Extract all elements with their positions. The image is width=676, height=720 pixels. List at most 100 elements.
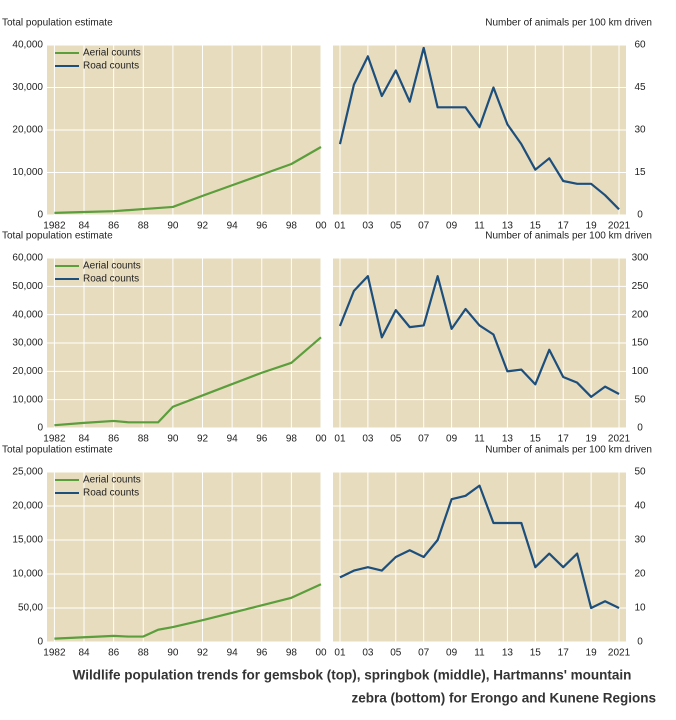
y2-tick-label: 20 [634,569,646,580]
y2-tick-label: 250 [632,281,649,292]
y2-tick-label: 150 [632,338,649,349]
data-line [54,146,322,214]
x-tick-label: 1982 [43,221,66,232]
x-tick-label: 84 [78,221,90,232]
x-tick-label: 13 [502,221,514,232]
caption: zebra (bottom) for Erongo and Kunene Reg… [352,691,657,706]
x-tick-label: 13 [502,434,514,445]
data-line [54,583,322,640]
x-tick-label: 17 [558,221,570,232]
y-tick-label: 60,000 [12,253,43,264]
x-tick-label: 13 [502,648,514,659]
x-tick-label: 00 [315,648,327,659]
x-tick-label: 92 [197,221,209,232]
y2-tick-label: 30 [634,125,646,136]
y-axis-label: Total population estimate [2,445,113,456]
data-line [338,275,620,398]
x-tick-label: 15 [530,434,542,445]
x-tick-label: 19 [586,434,598,445]
x-tick-label: 15 [530,221,542,232]
data-line [54,336,322,427]
legend-label: Aerial counts [83,475,141,486]
x-tick-label: 98 [286,434,298,445]
y2-tick-label: 200 [632,309,649,320]
x-tick-label: 90 [167,221,179,232]
x-tick-label: 11 [474,434,485,445]
x-tick-label: 92 [197,648,209,659]
y-tick-label: 15,000 [12,535,43,546]
y-tick-label: 40,000 [12,40,43,51]
legend-label: Road counts [83,61,139,72]
y-tick-label: 30,000 [12,82,43,93]
y2-tick-label: 50 [634,394,646,405]
x-tick-label: 03 [362,221,374,232]
x-tick-label: 86 [108,434,120,445]
x-tick-label: 88 [138,434,150,445]
x-tick-label: 94 [227,221,239,232]
y2-tick-label: 0 [637,423,643,434]
x-tick-label: 09 [446,434,458,445]
x-tick-label: 2021 [608,648,631,659]
y-tick-label: 20,000 [12,501,43,512]
y-tick-label: 10,000 [12,167,43,178]
y2-tick-label: 300 [632,253,649,264]
y-tick-label: 10,000 [12,569,43,580]
x-tick-label: 07 [418,648,430,659]
y2-tick-label: 15 [634,167,646,178]
x-tick-label: 94 [227,434,239,445]
x-tick-label: 09 [446,648,458,659]
x-tick-label: 98 [286,648,298,659]
x-tick-label: 2021 [608,221,631,232]
x-tick-label: 88 [138,221,150,232]
x-tick-label: 01 [334,648,346,659]
x-tick-label: 05 [390,221,402,232]
legend-label: Aerial counts [83,48,141,59]
y2-tick-label: 60 [634,40,646,51]
y-tick-label: 20,000 [12,366,43,377]
x-tick-label: 86 [108,648,120,659]
x-tick-label: 05 [390,434,402,445]
y2-tick-label: 10 [634,603,646,614]
legend-label: Road counts [83,274,139,285]
caption: Wildlife population trends for gemsbok (… [73,668,632,683]
y-tick-label: 20,000 [12,125,43,136]
y-tick-label: 40,000 [12,309,43,320]
legend-label: Road counts [83,488,139,499]
y2-tick-label: 100 [632,366,649,377]
x-tick-label: 03 [362,434,374,445]
y-tick-label: 0 [37,210,43,221]
x-tick-label: 07 [418,221,430,232]
x-tick-label: 07 [418,434,430,445]
x-tick-label: 84 [78,648,90,659]
x-tick-label: 01 [334,434,346,445]
x-tick-label: 94 [227,648,239,659]
x-tick-label: 98 [286,221,298,232]
x-tick-label: 00 [315,434,327,445]
y2-tick-label: 0 [637,210,643,221]
y2-tick-label: 40 [634,501,646,512]
x-tick-label: 84 [78,434,90,445]
y2-axis-label: Number of animals per 100 km driven [485,445,652,456]
x-tick-label: 96 [256,648,268,659]
y-tick-label: 50,00 [18,603,43,614]
y2-axis-label: Number of animals per 100 km driven [485,18,652,29]
y-tick-label: 30,000 [12,338,43,349]
x-tick-label: 09 [446,221,458,232]
x-tick-label: 2021 [608,434,631,445]
x-tick-label: 19 [586,648,598,659]
x-tick-label: 00 [315,221,327,232]
x-tick-label: 03 [362,648,374,659]
x-tick-label: 11 [474,221,485,232]
x-tick-label: 1982 [43,648,66,659]
x-tick-label: 17 [558,648,570,659]
x-tick-label: 96 [256,434,268,445]
x-tick-label: 90 [167,434,179,445]
data-line [338,46,620,211]
x-tick-label: 92 [197,434,209,445]
x-tick-label: 1982 [43,434,66,445]
x-tick-label: 96 [256,221,268,232]
legend-label: Aerial counts [83,261,141,272]
x-tick-label: 01 [334,221,346,232]
x-tick-label: 17 [558,434,570,445]
